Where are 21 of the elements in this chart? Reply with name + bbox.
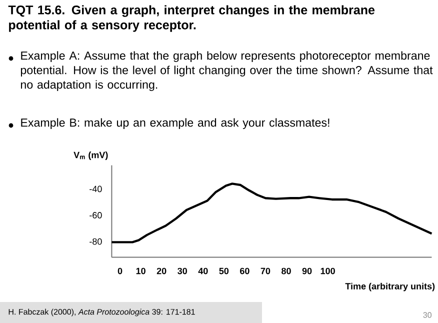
text: Example B: make up an example and ask your classmates!	[21, 118, 330, 130]
x-tick-label: 30	[178, 268, 187, 274]
text: Example A: Assume that the graph below represents photoreceptor membrane potential. How is the level of light changing over the time shown? Assume that no adaptation is occurring.	[20, 51, 433, 92]
y-tick-label: -80	[90, 238, 102, 245]
y-tick-label: -40	[90, 186, 102, 192]
text: H. Fabczak (2000), Acta Protozoologica 39: 171-181	[8, 308, 195, 316]
x-tick-label: 20	[156, 268, 166, 274]
chart-title: TQT 15.6. Given a graph, interpret changes in the membrane potential of a sensory receptor.	[8, 5, 375, 32]
text: 30	[423, 312, 432, 318]
x-tick-label: 80	[282, 268, 291, 274]
x-axis-title: Time (arbitrary units)	[345, 282, 435, 292]
x-tick-label: 40	[198, 268, 208, 274]
x-tick-label: 90	[302, 268, 312, 274]
y-axis-title: V$_{m}$ (mV)	[74, 152, 108, 160]
x-tick-label: 100	[320, 268, 335, 274]
y-tick-label: -60	[90, 212, 102, 218]
x-tick-label: 10	[136, 268, 146, 274]
x-tick-label: 60	[240, 268, 250, 274]
x-tick-label: 70	[260, 268, 270, 274]
x-tick-label: 0	[118, 268, 122, 274]
x-tick-label: 50	[219, 268, 229, 274]
